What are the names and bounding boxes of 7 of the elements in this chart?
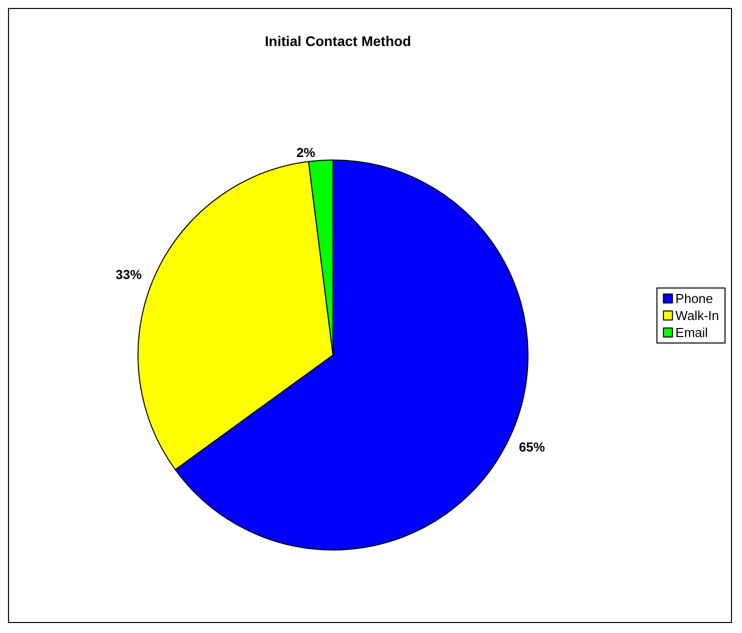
data-label: 33% (116, 266, 142, 282)
legend-label: Email (675, 325, 708, 340)
data-label: 2% (296, 144, 316, 160)
legend-label: Phone (675, 291, 714, 306)
legend-label: Walk-In (675, 308, 719, 323)
chart-title: Initial Contact Method (264, 33, 412, 49)
data-label: 65% (518, 440, 546, 455)
